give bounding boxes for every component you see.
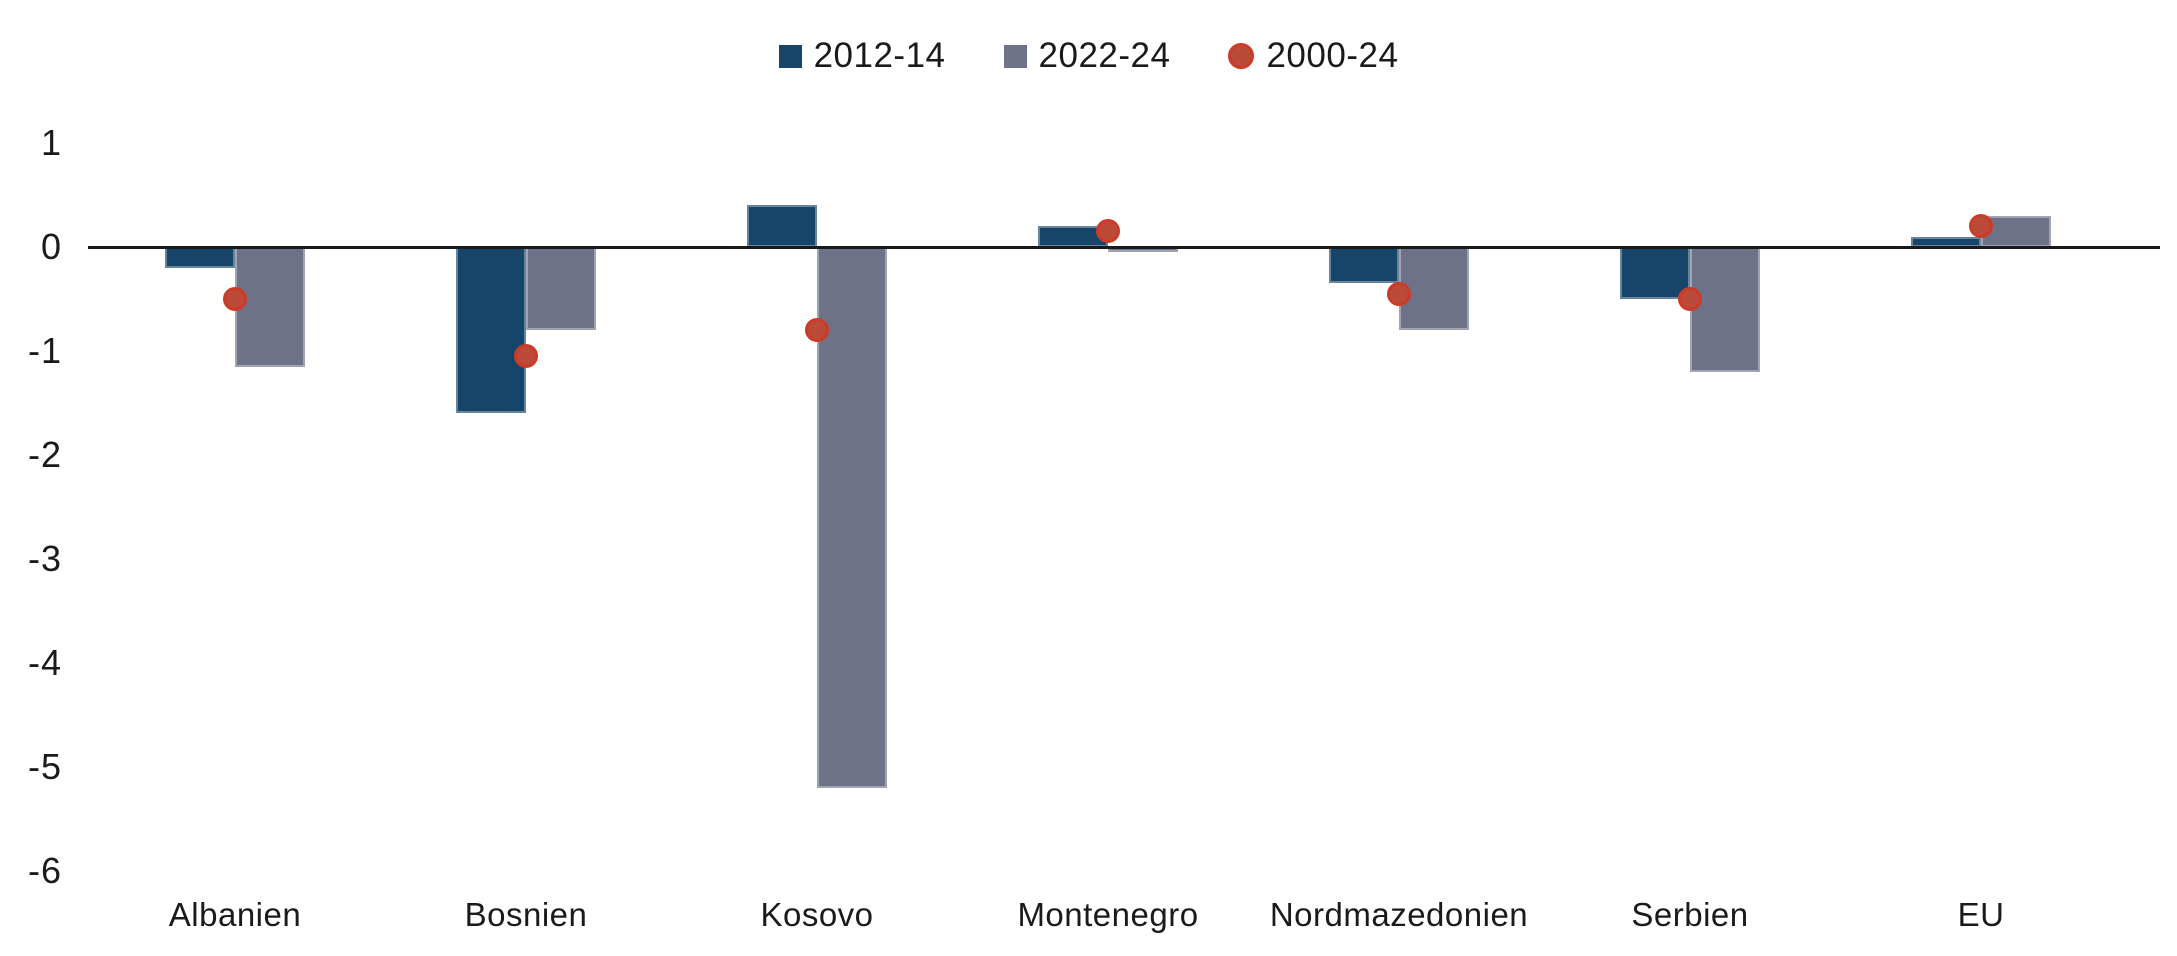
x-axis-zero-line [88, 246, 2160, 249]
dot-2000-24-eu [1969, 214, 1993, 239]
ytick-label-minus-4: -4 [27, 642, 62, 683]
bar-2012-14-serbien [1620, 247, 1690, 299]
xtick-label-albanien: Albanien [168, 896, 302, 933]
ytick-label-minus-3: -3 [27, 538, 62, 579]
legend-square-2022-24-icon [1003, 44, 1027, 68]
ytick-label-minus-1: -1 [27, 330, 62, 371]
bar-2012-14-kosovo [747, 205, 817, 247]
ytick-label-minus-5: -5 [27, 746, 62, 787]
bar-2012-14-nordmazedonien [1329, 247, 1399, 284]
legend-item-2022-24: 2022-24 [1003, 36, 1171, 76]
legend-circle-2000-24-icon [1228, 43, 1255, 69]
dot-2000-24-nordmazedonien [1387, 281, 1411, 306]
xtick-label-bosnien: Bosnien [464, 896, 588, 933]
bar-2022-24-kosovo [817, 247, 887, 788]
ytick-label-minus-2: -2 [27, 434, 62, 475]
legend-label-2000-24: 2000-24 [1266, 36, 1399, 75]
legend-item-2012-14: 2012-14 [778, 36, 946, 76]
legend-square-2012-14-icon [778, 44, 802, 68]
dot-2000-24-kosovo [805, 318, 829, 343]
xtick-label-serbien: Serbien [1631, 896, 1749, 933]
xtick-label-kosovo: Kosovo [760, 896, 874, 933]
dot-2000-24-bosnien [514, 344, 538, 369]
bar-2022-24-serbien [1690, 247, 1760, 372]
chart-legend: 2012-14 2022-24 2000-24 [0, 36, 2177, 76]
ytick-label-1: 1 [40, 122, 62, 163]
dot-2000-24-montenegro [1096, 219, 1120, 244]
xtick-label-montenegro: Montenegro [1017, 896, 1199, 933]
legend-label-2012-14: 2012-14 [813, 36, 946, 75]
bar-2022-24-nordmazedonien [1399, 247, 1469, 331]
bar-2022-24-montenegro [1108, 247, 1178, 253]
dot-2000-24-serbien [1678, 287, 1702, 311]
legend-item-2000-24: 2000-24 [1228, 36, 1398, 76]
ytick-label-0: 0 [40, 226, 62, 267]
dot-2000-24-albanien [223, 287, 247, 311]
bar-2012-14-albanien [165, 247, 235, 268]
ytick-label-minus-6: -6 [27, 850, 62, 891]
bar-2022-24-albanien [235, 247, 305, 367]
legend-label-2022-24: 2022-24 [1038, 36, 1171, 75]
xtick-label-eu: EU [1957, 896, 2005, 933]
bar-2012-14-bosnien [456, 247, 526, 414]
bar-2012-14-eu [1911, 236, 1981, 247]
bar-2012-14-montenegro [1038, 226, 1108, 247]
bar-2022-24-bosnien [526, 247, 596, 331]
xtick-label-nordmazedonien: Nordmazedonien [1269, 896, 1529, 933]
bar-2022-24-eu [1981, 215, 2051, 247]
